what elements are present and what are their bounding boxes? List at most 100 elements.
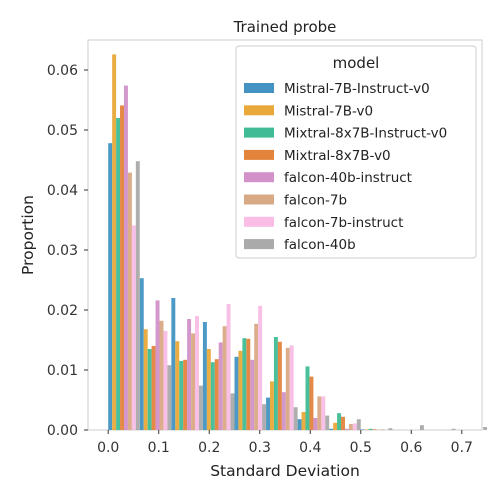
legend-swatch [244,149,274,160]
legend-swatch [244,127,274,138]
bar [266,397,271,430]
bar [285,347,290,430]
bar [210,362,215,430]
bar [254,323,259,430]
bar [329,428,334,430]
bar [344,428,349,430]
bar [116,118,121,430]
x-tick-label: 0.7 [451,440,473,456]
x-tick-label: 0.5 [350,440,372,456]
bar [175,341,180,430]
legend-swatch [244,216,274,227]
bar [258,305,263,430]
x-tick-label: 0.1 [148,440,170,456]
y-tick-label: 0.06 [47,63,78,79]
bar [131,225,136,430]
bar [250,359,255,430]
bar [179,361,184,430]
bar [333,422,338,430]
y-tick-label: 0.01 [47,363,78,379]
bar [123,85,128,430]
legend: model Mistral-7B-Instruct-v0 Mistral-7B-v… [235,45,477,259]
legend-label: Mistral-7B-Instruct-v0 [284,81,430,97]
bar [419,425,424,430]
bar [293,407,298,430]
bar [368,428,373,430]
bar [325,415,330,430]
legend-title: model [333,54,380,72]
bar [348,424,353,430]
x-axis-ticks: 0.0 0.1 0.2 0.3 0.4 0.5 0.6 0.7 [97,430,473,456]
legend-swatch [244,172,274,183]
legend-label: Mixtral-8x7B-Instruct-v0 [284,126,447,142]
bar [218,342,223,430]
bar [127,172,132,430]
bar [297,419,302,430]
bar [214,359,219,430]
bar [289,345,294,430]
bar [246,338,251,430]
legend-swatch [244,105,274,116]
bar [341,416,345,430]
bar [352,423,357,430]
bar [155,300,160,430]
bar [270,381,274,430]
bar [301,412,306,430]
bar [451,428,456,430]
bar [380,429,385,430]
bar [388,428,393,430]
y-tick-label: 0.00 [47,423,78,439]
y-tick-label: 0.04 [47,183,78,199]
bar [483,427,488,430]
x-tick-label: 0.6 [400,440,422,456]
bar [273,337,278,430]
bar [108,143,113,430]
bar [135,161,140,430]
chart-title: Trained probe [233,18,337,36]
bar [317,396,322,430]
bar [167,365,172,430]
y-tick-label: 0.03 [47,243,78,259]
bar [281,392,286,430]
bar [143,329,148,430]
bar [305,366,310,430]
legend-label: falcon-7b-instruct [284,215,403,231]
bars-group [108,54,488,431]
legend-swatch [244,194,274,205]
y-tick-label: 0.05 [47,123,78,139]
legend-label: falcon-7b [284,193,347,209]
bar [191,333,196,430]
legend-items: Mistral-7B-Instruct-v0 Mistral-7B-v0 Mixtr… [244,81,447,253]
bar [364,429,369,430]
x-tick-label: 0.4 [299,440,321,456]
x-axis-label: Standard Deviation [210,462,360,480]
bar [226,304,231,430]
bar [356,419,361,430]
bar [198,385,203,430]
legend-swatch [244,83,274,93]
legend-label: falcon-40b [284,237,356,253]
bar [360,429,365,430]
y-axis-label: Proportion [19,195,37,275]
bar [262,404,267,430]
legend-frame [235,45,477,259]
legend-swatch [244,239,274,250]
bar [183,359,188,430]
bar [206,349,211,430]
bar [337,413,342,430]
bar [163,331,168,430]
bar [202,322,207,430]
bar [238,350,243,430]
bar [234,356,239,430]
x-tick-label: 0.0 [97,440,119,456]
bar [277,341,282,430]
x-tick-label: 0.2 [198,440,220,456]
x-tick-label: 0.3 [249,440,271,456]
bar [120,105,124,431]
bar [222,326,227,430]
bar [313,418,318,430]
bar [159,320,164,430]
bar [321,396,326,430]
y-axis-ticks: 0.00 0.01 0.02 0.03 0.04 0.05 0.06 [47,63,88,439]
